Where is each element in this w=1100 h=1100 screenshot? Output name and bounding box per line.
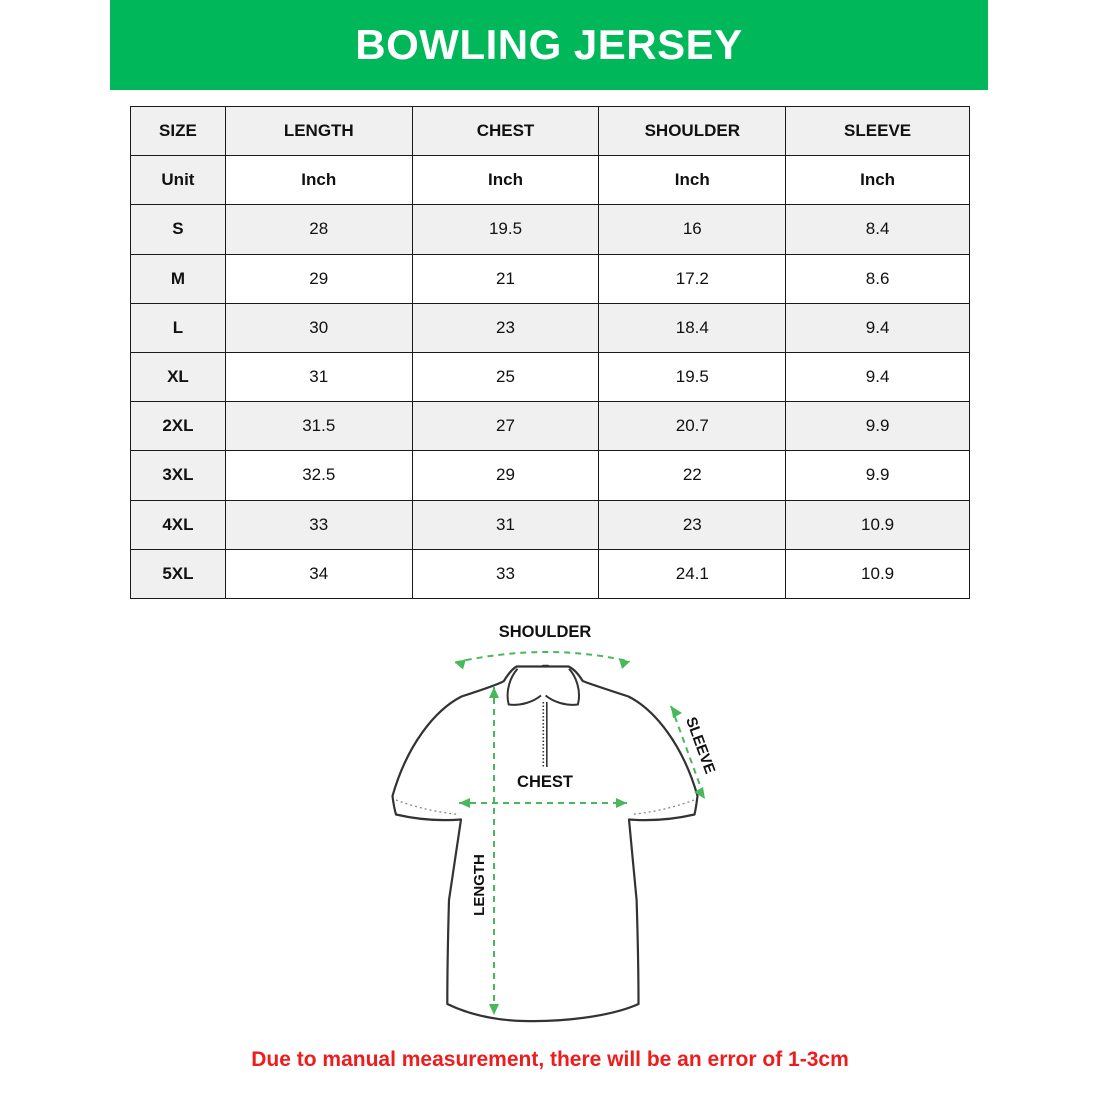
svg-text:LENGTH: LENGTH (471, 854, 488, 916)
svg-text:SHOULDER: SHOULDER (499, 623, 592, 641)
svg-text:CHEST: CHEST (517, 773, 573, 791)
